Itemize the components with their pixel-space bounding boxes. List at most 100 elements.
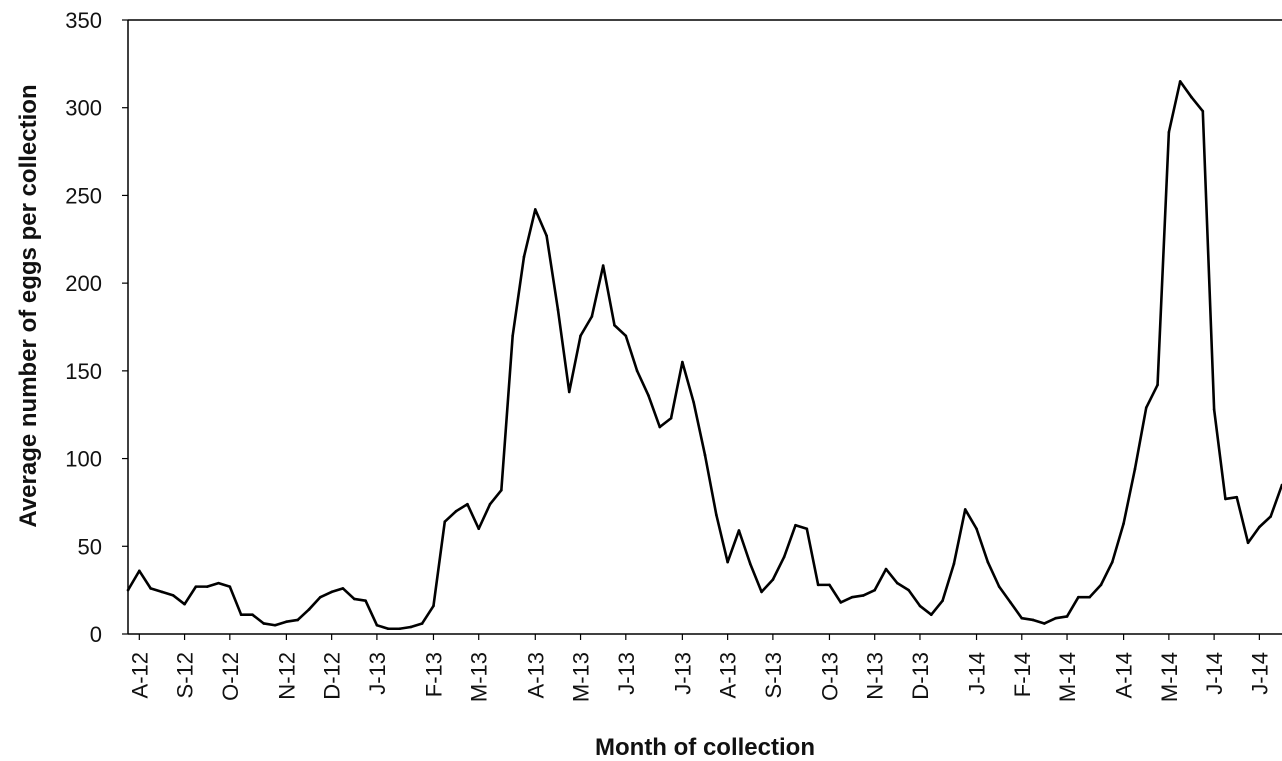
data-point (1258, 525, 1261, 529)
x-tick-label: S-13 (761, 652, 786, 698)
x-tick-label: J-13 (614, 652, 639, 695)
y-tick-label: 300 (65, 96, 102, 121)
x-tick-label: F-14 (1010, 652, 1035, 697)
x-tick-label: O-13 (817, 652, 842, 701)
data-point (522, 255, 526, 259)
data-point (567, 390, 571, 394)
data-point (352, 597, 356, 601)
data-point (228, 585, 232, 588)
data-point (703, 453, 707, 457)
data-point (556, 308, 560, 311)
data-point (1009, 601, 1012, 604)
data-point (545, 234, 548, 238)
egg-count-line (126, 80, 1282, 631)
data-point (1122, 522, 1125, 525)
y-tick-label: 250 (65, 183, 102, 208)
data-point (500, 488, 503, 492)
data-point (579, 334, 582, 338)
x-tick-label: D-12 (320, 652, 345, 700)
data-point (1099, 583, 1103, 587)
data-point (149, 587, 152, 590)
data-point (1224, 497, 1227, 501)
data-point (850, 595, 854, 599)
data-point (217, 581, 220, 585)
x-tick-label: A-12 (127, 652, 152, 698)
data-point (1235, 495, 1239, 499)
data-point (1065, 615, 1069, 618)
data-point (1054, 616, 1058, 620)
data-point (941, 599, 944, 602)
data-point (635, 369, 639, 373)
data-point (409, 625, 413, 629)
data-point (715, 513, 718, 517)
data-point (1043, 622, 1046, 625)
data-point (1269, 515, 1272, 518)
data-point (1110, 560, 1114, 564)
y-axis-ticks: 0 50 100 150 200 250 300 350 (65, 8, 128, 647)
data-point (963, 508, 967, 511)
data-point (432, 604, 435, 608)
data-point (997, 585, 1001, 588)
data-point (929, 613, 933, 617)
data-point (862, 594, 865, 597)
x-tick-label: S-12 (173, 652, 198, 698)
data-point (1156, 383, 1159, 387)
data-point (466, 502, 469, 506)
x-axis-title: Month of collection (595, 734, 815, 761)
plot-area-frame (127, 19, 1282, 635)
data-point (681, 360, 684, 364)
data-point (1246, 541, 1250, 545)
data-point (511, 334, 514, 338)
data-point (613, 323, 616, 327)
data-point (296, 618, 300, 622)
data-point (986, 560, 990, 564)
y-tick-label: 50 (78, 534, 102, 559)
x-tick-label: M-13 (467, 652, 492, 702)
series-group (126, 80, 1282, 631)
data-point (658, 425, 662, 429)
data-point (398, 627, 401, 631)
data-point (488, 502, 492, 506)
data-point (341, 587, 345, 590)
data-point (782, 555, 786, 559)
data-point (692, 401, 695, 404)
data-point (171, 594, 175, 597)
data-point (251, 613, 254, 617)
data-point (907, 588, 910, 592)
data-point (1212, 408, 1216, 411)
data-point (1190, 95, 1193, 99)
data-point (160, 590, 164, 594)
data-point (624, 334, 628, 338)
data-point (669, 416, 673, 420)
data-point (760, 590, 763, 594)
data-point (126, 588, 130, 592)
x-tick-label: F-13 (421, 652, 446, 697)
data-point (805, 527, 809, 531)
data-point (319, 595, 322, 599)
data-point (239, 613, 243, 617)
data-point (828, 583, 831, 587)
data-point (896, 581, 899, 585)
data-point (1167, 130, 1171, 134)
x-tick-label: A-14 (1112, 652, 1137, 698)
data-point (873, 588, 877, 592)
data-point (477, 527, 481, 531)
x-axis-ticks: A-12 S-12 O-12 N-12 D-12 J-13 F-13 M-13 A-13 M-13… (127, 634, 1272, 702)
data-point (771, 578, 775, 581)
x-tick-label: J-13 (670, 652, 695, 695)
data-point (420, 622, 424, 625)
data-point (647, 394, 650, 397)
data-point (386, 627, 390, 631)
data-point (748, 562, 752, 566)
data-point (918, 604, 922, 608)
data-point (205, 585, 209, 588)
data-point (443, 520, 447, 524)
data-point (307, 608, 311, 611)
y-tick-label: 100 (65, 447, 102, 472)
data-point (273, 623, 277, 627)
data-point (1133, 467, 1137, 471)
data-point (194, 585, 198, 588)
x-tick-label: M-13 (569, 652, 594, 702)
x-tick-label: O-12 (218, 652, 243, 701)
data-point (1201, 109, 1205, 113)
